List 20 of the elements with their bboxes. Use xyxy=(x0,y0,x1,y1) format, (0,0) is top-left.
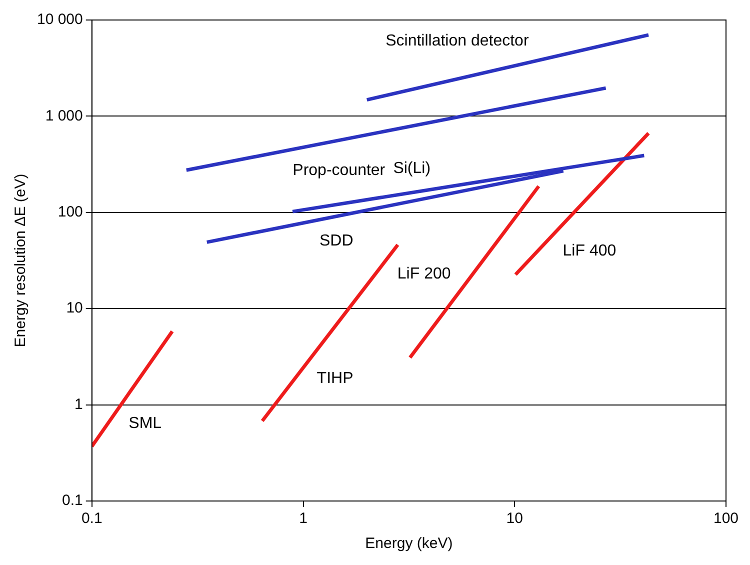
y-tick-label: 0.1 xyxy=(62,492,83,510)
x-tick-label: 1 xyxy=(299,510,308,528)
series-label: Scintillation detector xyxy=(386,32,530,50)
y-axis-title: Energy resolution ΔE (eV) xyxy=(12,174,30,348)
series-label: LiF 200 xyxy=(397,266,451,283)
series-label: SML xyxy=(128,415,162,432)
x-tick-label: 100 xyxy=(713,510,739,528)
x-tick-label: 10 xyxy=(506,510,523,528)
y-tick-label: 10 000 xyxy=(36,11,83,28)
x-tick-label: 0.1 xyxy=(81,510,102,528)
y-tick-label: 1 000 xyxy=(45,107,83,124)
series-label: Si(Li) xyxy=(393,160,431,177)
series-label: TIHP xyxy=(316,370,354,388)
series-label: SDD xyxy=(319,232,354,250)
y-tick-label: 100 xyxy=(58,204,83,221)
series-label: LiF 400 xyxy=(562,242,616,260)
y-tick-label: 1 xyxy=(74,396,83,413)
x-axis-title: Energy (keV) xyxy=(365,535,453,552)
series-label: Prop-counter xyxy=(292,162,386,179)
y-tick-label: 10 xyxy=(66,300,83,317)
